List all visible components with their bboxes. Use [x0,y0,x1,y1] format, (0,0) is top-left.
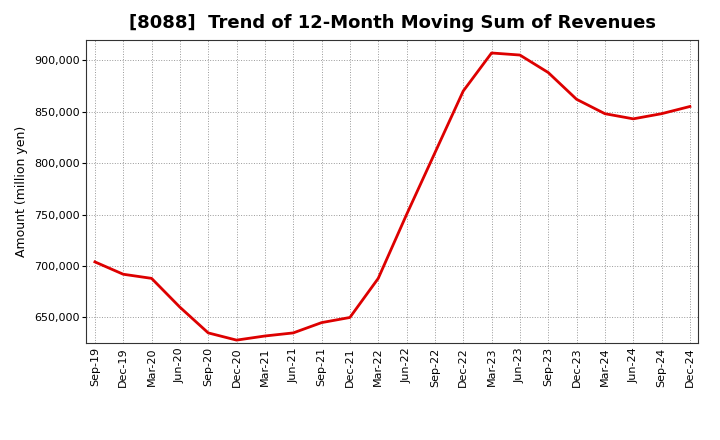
Title: [8088]  Trend of 12-Month Moving Sum of Revenues: [8088] Trend of 12-Month Moving Sum of R… [129,15,656,33]
Y-axis label: Amount (million yen): Amount (million yen) [15,126,28,257]
